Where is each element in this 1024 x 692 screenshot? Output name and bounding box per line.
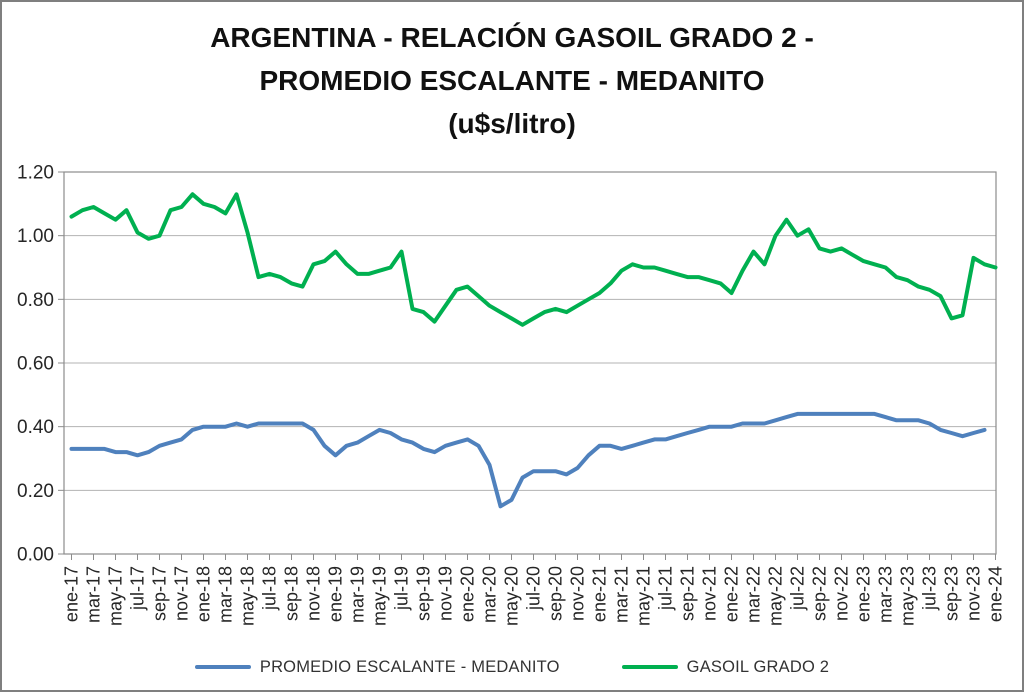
x-axis-label: ene-23	[854, 566, 874, 622]
legend-item-gasoil: GASOIL GRADO 2	[621, 657, 830, 677]
y-axis-label: 0.20	[17, 481, 54, 502]
x-axis-label: jul-17	[128, 566, 148, 611]
x-axis-label: mar-20	[480, 566, 500, 623]
x-axis-label: may-18	[238, 566, 258, 626]
series-line-promedio-escalante-medanito	[69, 411, 987, 509]
x-axis-label: nov-17	[172, 566, 192, 621]
x-axis-label: ene-24	[986, 566, 1006, 622]
chart-legend: PROMEDIO ESCALANTE - MEDANITO GASOIL GRA…	[2, 647, 1022, 687]
x-axis-label: nov-20	[568, 566, 588, 621]
x-axis-label: nov-19	[436, 566, 456, 621]
chart-title-line1: ARGENTINA - RELACIÓN GASOIL GRADO 2 -	[210, 22, 814, 53]
x-axis-label: jul-19	[392, 566, 412, 611]
x-axis-label: mar-23	[876, 566, 896, 623]
x-axis-label: sep-21	[678, 566, 698, 621]
x-axis-label: sep-20	[546, 566, 566, 621]
x-axis-label: sep-22	[810, 566, 830, 621]
x-axis-label: mar-17	[84, 566, 104, 623]
x-axis-label: nov-18	[304, 566, 324, 621]
legend-line-sample-blue	[194, 665, 251, 669]
y-axis-label: 0.40	[17, 417, 54, 438]
x-axis-label: may-23	[898, 566, 918, 626]
x-axis-label: jul-20	[524, 566, 544, 611]
x-axis-label: jul-23	[920, 566, 940, 611]
y-axis-label: 1.00	[17, 226, 54, 247]
x-axis-label: sep-19	[414, 566, 434, 621]
y-axis-label: 1.20	[17, 163, 54, 184]
x-axis-label: sep-18	[282, 566, 302, 621]
x-axis-label: sep-23	[942, 566, 962, 621]
x-axis-label: mar-19	[348, 566, 368, 623]
y-axis-label: 0.80	[17, 290, 54, 311]
x-axis-label: ene-19	[326, 566, 346, 622]
x-axis-label: sep-17	[150, 566, 170, 621]
chart-title-line2: PROMEDIO ESCALANTE - MEDANITO	[259, 65, 765, 96]
x-axis-label: mar-21	[612, 566, 632, 623]
x-axis-label: mar-18	[216, 566, 236, 623]
x-axis-label: may-22	[766, 566, 786, 626]
x-axis-label: nov-21	[700, 566, 720, 621]
legend-label-promedio: PROMEDIO ESCALANTE - MEDANITO	[259, 657, 560, 676]
x-axis-label: ene-20	[458, 566, 478, 622]
legend-item-promedio: PROMEDIO ESCALANTE - MEDANITO	[194, 657, 560, 677]
legend-line-sample-green	[621, 665, 678, 669]
x-axis-label: jul-22	[788, 566, 808, 611]
x-axis-label: may-17	[106, 566, 126, 626]
x-axis-label: may-20	[502, 566, 522, 626]
plot-border	[63, 171, 997, 555]
x-axis-label: ene-18	[194, 566, 214, 622]
legend-label-gasoil: GASOIL GRADO 2	[686, 657, 830, 676]
x-axis-label: mar-22	[744, 566, 764, 623]
y-axis-label: 0.00	[17, 545, 54, 566]
x-axis-label: jul-21	[656, 566, 676, 611]
x-axis-label: may-19	[370, 566, 390, 626]
x-axis-label: ene-21	[590, 566, 610, 622]
x-axis-label: jul-18	[260, 566, 280, 611]
x-axis-label: nov-22	[832, 566, 852, 621]
y-axis-label: 0.60	[17, 354, 54, 375]
x-axis-label: nov-23	[964, 566, 984, 621]
series-line-gasoil-grado-2	[69, 192, 998, 327]
x-axis-label: ene-17	[62, 566, 82, 622]
x-axis-label: may-21	[634, 566, 654, 626]
x-axis-label: ene-22	[722, 566, 742, 622]
chart-title: ARGENTINA - RELACIÓN GASOIL GRADO 2 - PR…	[2, 16, 1022, 145]
chart-title-line3: (u$s/litro)	[448, 108, 576, 139]
